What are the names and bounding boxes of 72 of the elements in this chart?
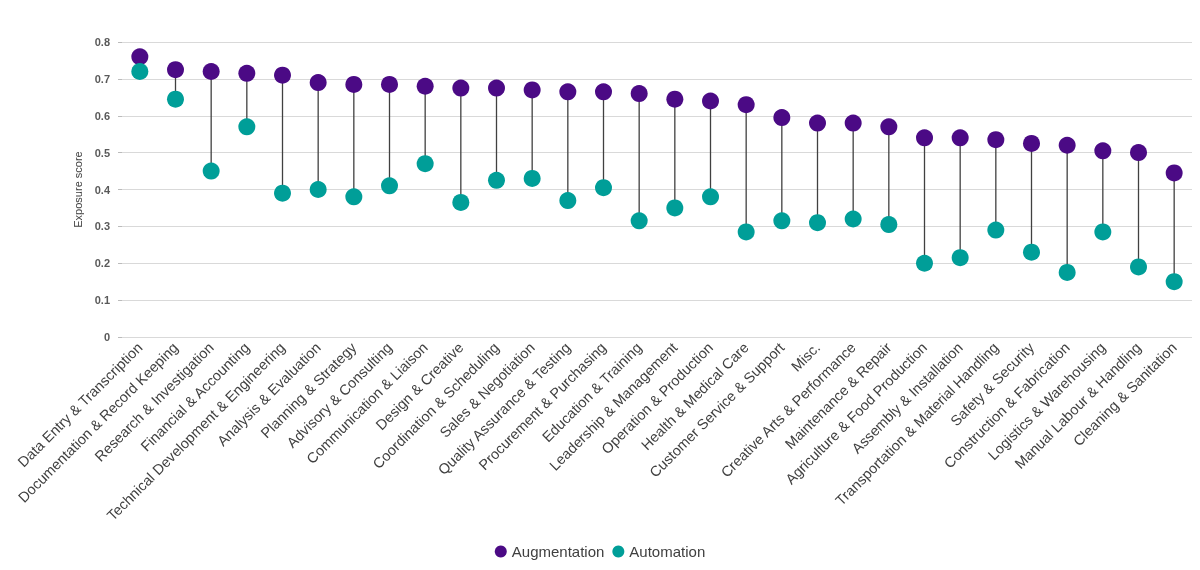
point — [238, 118, 256, 136]
point — [844, 210, 862, 228]
point — [916, 254, 933, 272]
point — [951, 129, 969, 147]
y-tick-label: 0.5 — [94, 146, 110, 159]
y-tick-label: 0.4 — [94, 183, 111, 196]
point — [1023, 134, 1040, 152]
point — [666, 90, 684, 108]
y-tick-label: 0.1 — [94, 294, 110, 307]
point — [987, 131, 1005, 149]
point — [416, 155, 434, 173]
point — [702, 92, 719, 110]
y-tick-label: 0 — [103, 331, 110, 343]
point — [809, 114, 826, 132]
point — [381, 75, 398, 93]
point — [773, 109, 791, 127]
point — [666, 199, 684, 217]
point — [987, 221, 1005, 239]
y-axis-title: Exposure score — [72, 151, 85, 228]
point — [1165, 273, 1183, 291]
point — [1058, 263, 1076, 281]
point — [951, 249, 969, 267]
y-tick-label: 0.8 — [94, 36, 110, 48]
point — [202, 162, 220, 180]
point — [452, 193, 470, 211]
legend-label: Augmentation — [511, 543, 605, 560]
legend-label: Automation — [629, 543, 706, 560]
point — [274, 66, 291, 84]
point — [1165, 164, 1183, 182]
point — [345, 188, 363, 206]
point — [1094, 223, 1112, 241]
point — [1130, 258, 1147, 276]
point — [238, 64, 256, 82]
point — [1094, 142, 1112, 160]
point — [630, 85, 648, 103]
point — [559, 83, 577, 101]
point — [488, 171, 505, 189]
point — [202, 63, 220, 80]
point — [773, 212, 791, 230]
point — [880, 216, 898, 234]
point — [916, 129, 933, 147]
point — [702, 188, 719, 206]
point — [523, 169, 541, 187]
point — [345, 75, 363, 93]
point — [167, 61, 184, 79]
point — [523, 81, 541, 99]
point — [309, 74, 327, 92]
point — [274, 184, 291, 202]
y-tick-label: 0.7 — [94, 72, 110, 85]
y-tick-label: 0.2 — [94, 257, 110, 270]
point — [416, 77, 434, 95]
point — [880, 118, 898, 136]
point — [131, 63, 149, 80]
point — [630, 212, 648, 230]
point — [131, 48, 149, 66]
point — [595, 179, 612, 197]
point — [1023, 243, 1040, 261]
point — [452, 79, 470, 97]
point — [488, 79, 505, 97]
point — [844, 114, 862, 132]
point — [737, 96, 755, 114]
y-tick-label: 0.3 — [94, 220, 110, 233]
point — [595, 83, 612, 101]
point — [1130, 144, 1147, 162]
point — [167, 90, 184, 108]
point — [559, 192, 577, 210]
point — [309, 181, 327, 198]
point — [737, 223, 755, 241]
point — [1058, 136, 1076, 154]
point — [809, 214, 826, 232]
y-tick-label: 0.6 — [94, 109, 110, 122]
point — [381, 177, 398, 195]
